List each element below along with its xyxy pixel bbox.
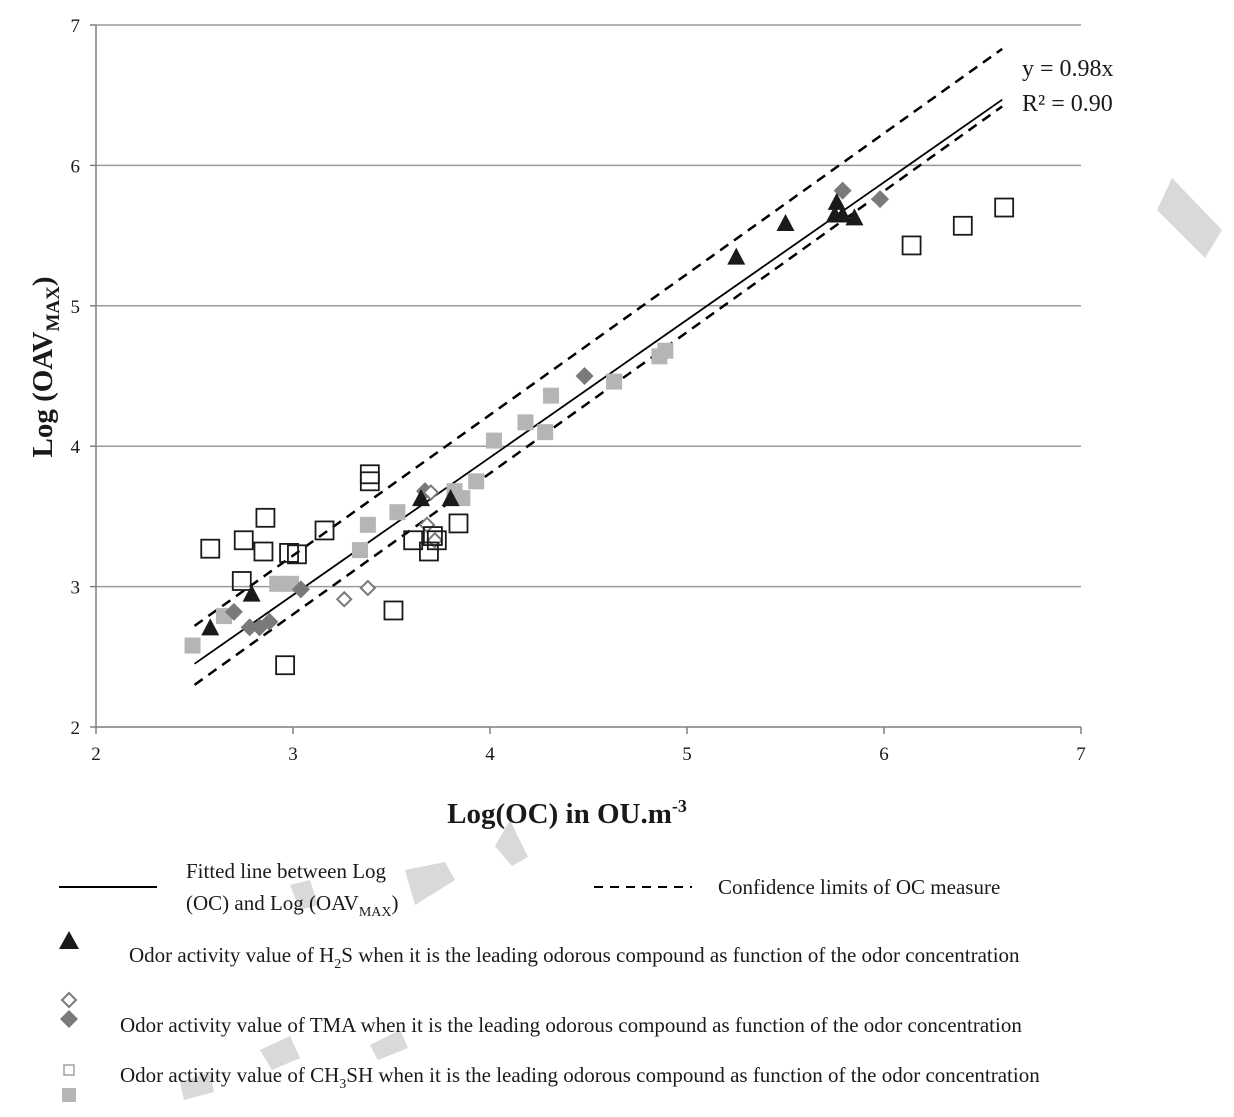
- y-tick-label-3: 3: [71, 578, 81, 599]
- x-tick-label-2: 2: [91, 744, 101, 765]
- x-tick-label-7: 7: [1076, 744, 1086, 765]
- legend-tma-open-diamond-icon: [60, 991, 78, 1009]
- point-ch3sh-filled-6: [389, 504, 406, 521]
- tick-labels: 2 3 4 5 6 7 2 3 4 5 6 7: [71, 16, 1086, 765]
- point-tma-filled-6: [575, 367, 594, 385]
- y-axis-title: Log (OAVMAX): [27, 276, 64, 457]
- point-ch3sh-open-13: [419, 541, 439, 562]
- point-ch3sh-filled-9: [468, 473, 485, 490]
- point-tma-open-1: [359, 579, 377, 597]
- point-h2s-0: [201, 618, 220, 636]
- legend-fit-line-label-1: Fitted line between Log: [186, 859, 387, 883]
- legend-h2s-label: Odor activity value of H2S when it is th…: [129, 943, 1020, 972]
- point-ch3sh-open-19: [994, 197, 1015, 218]
- legend-tma-label: Odor activity value of TMA when it is th…: [120, 1013, 1022, 1037]
- point-ch3sh-filled-11: [517, 414, 534, 431]
- point-ch3sh-filled-13: [543, 387, 560, 404]
- point-h2s-4: [727, 247, 746, 265]
- legend-confidence-label: Confidence limits of OC measure: [718, 875, 1000, 899]
- point-ch3sh-open-17: [901, 235, 922, 256]
- point-ch3sh-open-5: [275, 655, 296, 676]
- x-tick-label-3: 3: [288, 744, 298, 765]
- point-h2s-3: [441, 489, 460, 507]
- point-ch3sh-open-14: [422, 526, 443, 546]
- point-ch3sh-open-0: [200, 538, 221, 559]
- point-tma-open-0: [335, 590, 353, 608]
- x-axis-title: Log(OC) in OU.m-3: [447, 796, 687, 830]
- point-ch3sh-filled-8: [454, 490, 471, 507]
- point-h2s-8: [833, 205, 852, 223]
- point-h2s-2: [412, 489, 431, 507]
- gridlines: [96, 24, 1081, 588]
- point-h2s-7: [827, 192, 846, 210]
- point-ch3sh-open-16: [448, 513, 469, 534]
- point-ch3sh-filled-5: [359, 516, 376, 533]
- point-ch3sh-filled-12: [537, 424, 554, 441]
- watermark: [180, 178, 1222, 1100]
- point-h2s-5: [776, 213, 795, 231]
- fitted-line: [193, 98, 1003, 665]
- confidence-upper-line: [193, 47, 1003, 627]
- legend-h2s-triangle-icon: [59, 931, 79, 949]
- point-ch3sh-open-9: [359, 464, 380, 485]
- point-tma-filled-8: [871, 190, 890, 209]
- y-tick-label-6: 6: [71, 156, 81, 177]
- equation-label: y = 0.98x: [1022, 56, 1114, 82]
- x-tick-label-5: 5: [682, 744, 692, 765]
- point-tma-filled-3: [260, 612, 279, 631]
- point-tma-filled-7: [833, 181, 852, 200]
- point-h2s-1: [242, 584, 261, 602]
- y-tick-label-2: 2: [71, 718, 81, 739]
- axes: [90, 24, 1082, 734]
- r-squared-label: R² = 0.90: [1022, 91, 1113, 117]
- x-tick-label-6: 6: [879, 744, 889, 765]
- y-tick-label-5: 5: [71, 297, 81, 318]
- legend: Fitted line between Log (OC) and Log (OA…: [59, 859, 1040, 1102]
- x-tick-label-4: 4: [485, 744, 495, 765]
- y-tick-label-4: 4: [71, 437, 81, 458]
- point-tma-open-3: [422, 484, 440, 501]
- point-ch3sh-filled-14: [606, 373, 623, 390]
- point-ch3sh-filled-4: [351, 542, 368, 559]
- point-ch3sh-filled-10: [485, 432, 502, 449]
- point-ch3sh-open-15: [426, 530, 447, 551]
- legend-fit-line-label-2: (OC) and Log (OAVMAX): [186, 891, 399, 920]
- point-ch3sh-open-3: [253, 541, 274, 562]
- point-ch3sh-open-6: [279, 543, 299, 563]
- point-ch3sh-filled-16: [657, 342, 674, 359]
- point-ch3sh-open-10: [359, 471, 380, 492]
- legend-tma-filled-diamond-icon: [60, 1010, 78, 1028]
- point-ch3sh-open-18: [952, 215, 973, 236]
- point-tma-filled-1: [240, 618, 259, 637]
- point-ch3sh-open-7: [287, 544, 307, 565]
- point-ch3sh-filled-0: [184, 637, 201, 654]
- point-ch3sh-filled-2: [269, 575, 286, 592]
- point-ch3sh-open-11: [383, 600, 404, 621]
- point-h2s-9: [845, 208, 864, 226]
- y-tick-label-7: 7: [71, 16, 81, 37]
- legend-ch3sh-filled-square-icon: [62, 1088, 76, 1102]
- confidence-lower-line: [193, 105, 1003, 686]
- point-tma-filled-4: [291, 580, 310, 599]
- point-ch3sh-open-1: [231, 571, 252, 591]
- point-tma-filled-0: [224, 602, 243, 621]
- point-ch3sh-open-12: [403, 530, 424, 551]
- point-ch3sh-open-8: [314, 520, 335, 541]
- legend-ch3sh-label: Odor activity value of CH3SH when it is …: [120, 1063, 1040, 1092]
- point-ch3sh-open-4: [255, 507, 276, 528]
- regression-lines: [193, 47, 1003, 686]
- point-ch3sh-open-2: [233, 530, 254, 551]
- data-points: [184, 181, 1015, 676]
- legend-ch3sh-open-square-icon: [63, 1064, 75, 1076]
- point-tma-open-2: [418, 516, 436, 534]
